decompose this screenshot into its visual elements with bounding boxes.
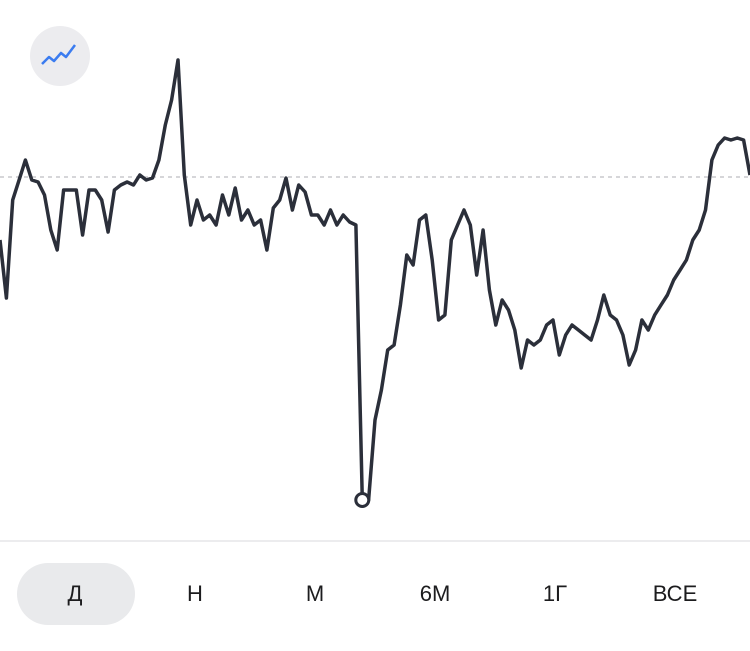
period-tab[interactable]: 6М [420, 581, 451, 606]
period-tab[interactable]: 1Г [543, 581, 567, 606]
selected-tab-pill [17, 563, 135, 625]
period-tab[interactable]: ВСЕ [653, 581, 698, 606]
min-marker [354, 492, 371, 508]
period-tab[interactable]: М [306, 581, 324, 606]
period-tab[interactable]: Д [68, 581, 83, 606]
chart-type-icon [41, 44, 76, 65]
period-tab[interactable]: Н [187, 581, 203, 606]
price-line [0, 58, 750, 502]
